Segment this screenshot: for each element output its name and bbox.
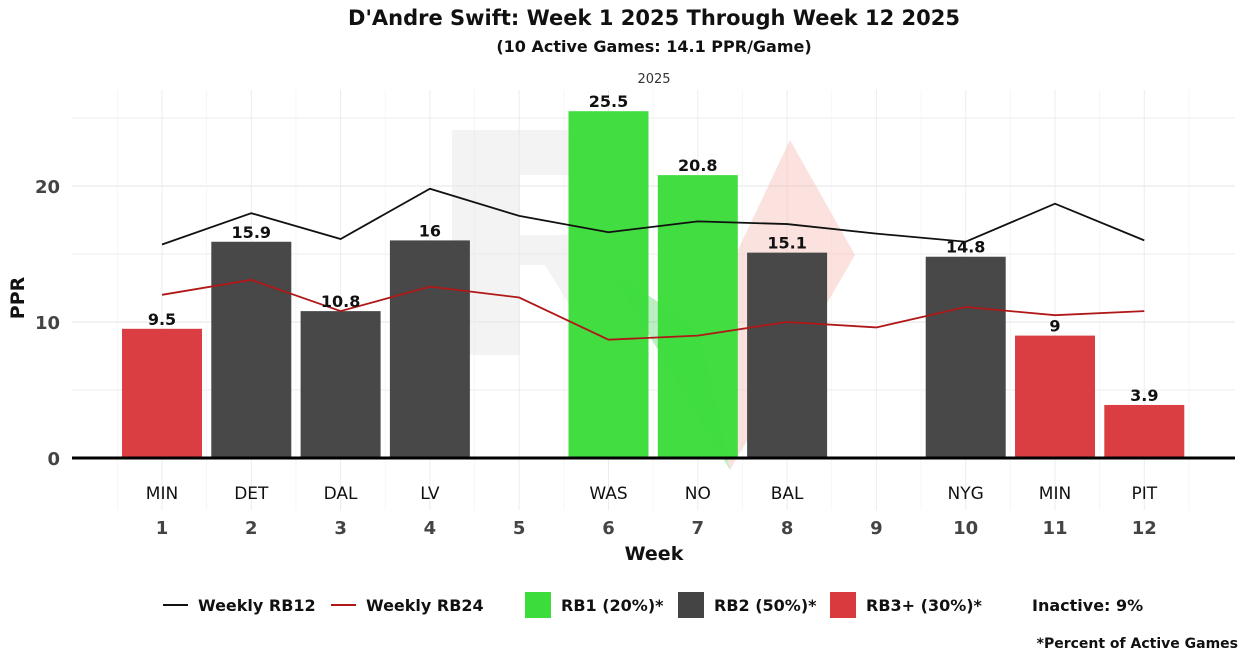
bar-week-8 (747, 252, 828, 458)
y-axis-title: PPR (7, 276, 29, 319)
legend-rb2-swatch (678, 592, 704, 618)
bar-week-1 (122, 328, 202, 458)
reference-lines (161, 187, 1145, 341)
opponent-week-10: NYG (948, 484, 984, 504)
line-weekly-rb24 (161, 278, 1145, 341)
y-tick-10: 10 (35, 313, 60, 334)
x-tick-week-3: 3 (334, 518, 347, 539)
opponent-week-7: NO (685, 484, 711, 504)
footnote: *Percent of Active Games (1037, 636, 1238, 652)
opponent-week-3: DAL (324, 484, 358, 504)
x-tick-week-1: 1 (156, 518, 169, 539)
x-tick-week-10: 10 (953, 518, 978, 539)
opponent-week-11: MIN (1039, 484, 1071, 504)
data-label-week-11: 9 (1049, 317, 1060, 336)
data-label-week-3: 10.8 (321, 292, 360, 311)
data-label-week-10: 14.8 (946, 238, 985, 257)
bar-week-10 (925, 256, 1006, 458)
legend-inactive-label: Inactive: 9% (1032, 596, 1143, 615)
data-label-week-2: 15.9 (232, 223, 271, 242)
line-weekly-rb12 (161, 187, 1145, 246)
data-label-week-7: 20.8 (678, 156, 717, 175)
legend-rb12-label: Weekly RB12 (198, 596, 316, 615)
y-tick-labels: 0 10 20 (35, 177, 60, 470)
opponent-labels: MIN DET DAL LV WAS NO BAL NYG MIN PIT (146, 484, 1158, 504)
y-tick-20: 20 (35, 177, 60, 198)
legend: Weekly RB12 Weekly RB24 RB1 (20%)* RB2 (… (163, 592, 1143, 618)
data-labels: 9.5 15.9 10.8 16 25.5 20.8 15.1 14.8 9 3.9 (148, 92, 1159, 405)
chart-subtitle: (10 Active Games: 14.1 PPR/Game) (496, 37, 811, 56)
opponent-week-2: DET (234, 484, 269, 504)
bar-week-2 (211, 241, 292, 458)
x-tick-week-2: 2 (245, 518, 258, 539)
bar-week-4 (389, 240, 470, 458)
x-axis-title: Week (625, 543, 684, 565)
bar-week-7 (657, 175, 738, 458)
bar-week-6 (568, 111, 649, 458)
legend-rb1-swatch (525, 592, 551, 618)
x-tick-week-11: 11 (1042, 518, 1067, 539)
legend-rb2-label: RB2 (50%)* (714, 596, 817, 615)
bar-week-3 (300, 311, 381, 458)
x-tick-week-7: 7 (692, 518, 705, 539)
data-label-week-12: 3.9 (1130, 386, 1158, 405)
y-tick-0: 0 (47, 449, 60, 470)
x-tick-week-9: 9 (870, 518, 883, 539)
opponent-week-1: MIN (146, 484, 178, 504)
opponent-week-6: WAS (589, 484, 627, 504)
x-tick-week-4: 4 (424, 518, 437, 539)
facet-label: 2025 (637, 72, 670, 87)
chart-title: D'Andre Swift: Week 1 2025 Through Week … (348, 6, 960, 30)
bars (122, 111, 1185, 458)
legend-rb3-swatch (830, 592, 856, 618)
data-label-week-4: 16 (419, 221, 441, 240)
data-label-week-1: 9.5 (148, 310, 176, 329)
x-tick-week-6: 6 (602, 518, 615, 539)
bar-week-12 (1104, 404, 1185, 458)
x-tick-week-5: 5 (513, 518, 526, 539)
opponent-week-12: PIT (1131, 484, 1157, 504)
x-tick-labels: 1 2 3 4 5 6 7 8 9 10 11 12 (156, 518, 1157, 539)
data-label-week-6: 25.5 (589, 92, 628, 111)
x-tick-week-12: 12 (1132, 518, 1157, 539)
legend-rb3-label: RB3+ (30%)* (866, 596, 983, 615)
x-tick-week-8: 8 (781, 518, 794, 539)
opponent-week-8: BAL (771, 484, 804, 504)
bar-week-11 (1015, 335, 1095, 458)
legend-rb1-label: RB1 (20%)* (561, 596, 664, 615)
opponent-week-4: LV (420, 484, 440, 504)
legend-rb24-label: Weekly RB24 (366, 596, 484, 615)
data-label-week-8: 15.1 (767, 234, 806, 253)
